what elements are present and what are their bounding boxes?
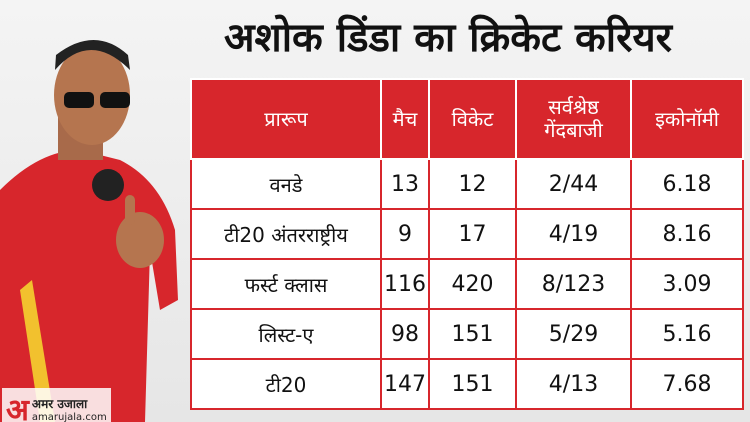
format-cell: वनडे [190,159,382,210]
table-row: टी20 147 151 4/13 7.68 [190,359,744,410]
thumbs-up-hand [116,212,164,268]
player-illustration [0,40,178,422]
column-header: प्रारूप [190,78,382,160]
table-row: लिस्ट-ए 98 151 5/29 5.16 [190,309,744,360]
stat-cell: 9 [380,209,430,260]
stat-cell: 5/29 [515,309,632,360]
stat-cell: 6.18 [630,159,744,210]
stat-cell: 420 [428,259,517,310]
hair [55,40,130,70]
logo-text: अमर उजाला amarujala.com [32,395,107,422]
stat-cell: 147 [380,359,430,410]
table-row: फर्स्ट क्लास 116 420 8/123 3.09 [190,259,744,310]
stat-cell: 4/13 [515,359,632,410]
stat-cell: 12 [428,159,517,210]
stat-cell: 13 [380,159,430,210]
shirt-stripe [20,280,55,422]
format-cell: फर्स्ट क्लास [190,259,382,310]
column-header: सर्वश्रेष्ठ गेंदबाजी [515,78,632,160]
stats-table: प्रारूप मैच विकेट सर्वश्रेष्ठ गेंदबाजी इकोनॉ… [190,78,744,410]
stat-cell: 5.16 [630,309,744,360]
stat-cell: 98 [380,309,430,360]
stat-cell: 151 [428,359,517,410]
sunglasses [100,92,130,108]
headphones [92,169,124,201]
logo-url: amarujala.com [31,411,107,422]
format-cell: लिस्ट-ए [190,309,382,360]
format-cell: टी20 [190,359,382,410]
format-cell: टी20 अंतरराष्ट्रीय [190,209,382,260]
sunglasses [64,92,94,108]
header-row: प्रारूप मैच विकेट सर्वश्रेष्ठ गेंदबाजी इकोनॉ… [190,78,744,160]
stat-cell: 116 [380,259,430,310]
stat-cell: 3.09 [630,259,744,310]
stat-cell: 2/44 [515,159,632,210]
table-row: टी20 अंतरराष्ट्रीय 9 17 4/19 8.16 [190,209,744,260]
logo-name: अमर उजाला [31,396,88,411]
column-header: मैच [380,78,430,160]
logo-mark: अ [6,393,29,422]
thumb [125,195,135,225]
stat-cell: 4/19 [515,209,632,260]
column-header: विकेट [428,78,517,160]
stat-cell: 17 [428,209,517,260]
stat-cell: 151 [428,309,517,360]
logo: अ अमर उजाला amarujala.com [2,388,111,422]
table-body: वनडे 13 12 2/44 6.18 टी20 अंतरराष्ट्रीय 9 17 4/1… [190,159,744,410]
stat-cell: 7.68 [630,359,744,410]
stat-cell: 8/123 [515,259,632,310]
column-header: इकोनॉमी [630,78,744,160]
table-row: वनडे 13 12 2/44 6.18 [190,159,744,210]
stat-cell: 8.16 [630,209,744,260]
title: अशोक डिंडा का क्रिकेट करियर [223,15,673,61]
